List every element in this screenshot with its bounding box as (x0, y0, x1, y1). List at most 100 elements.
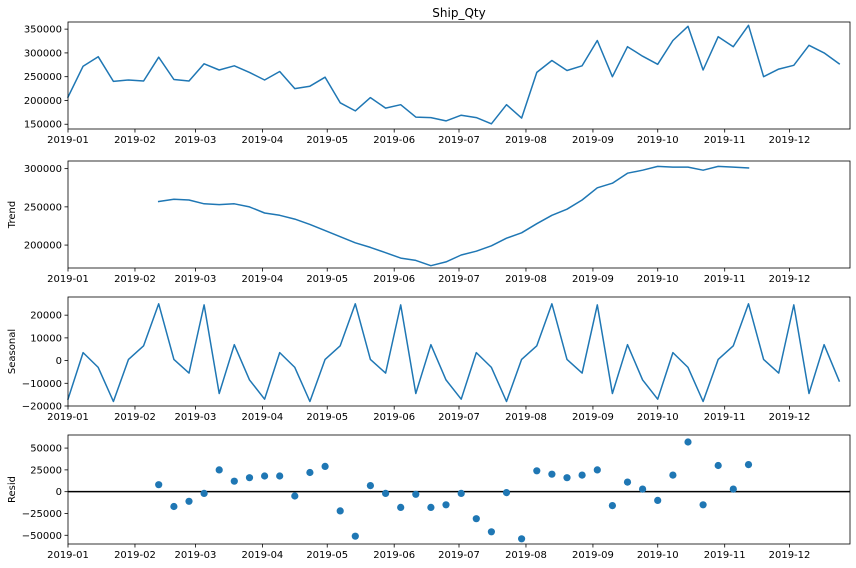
seasonal-xtick-label: 2019-03 (175, 412, 217, 423)
resid-point (230, 477, 238, 485)
seasonal-xtick-label: 2019-07 (438, 412, 480, 423)
resid-point (185, 497, 193, 505)
resid-point (351, 532, 359, 540)
trend-xtick-label: 2019-07 (438, 274, 480, 285)
resid-point (699, 501, 707, 509)
trend-xtick-label: 2019-04 (242, 274, 284, 285)
seasonal-xtick-label: 2019-05 (306, 412, 348, 423)
resid-point (533, 467, 541, 475)
seasonal-xtick-label: 2019-02 (114, 412, 156, 423)
resid-ytick-label: 50000 (30, 444, 62, 455)
resid-point (744, 461, 753, 469)
resid-point (321, 462, 329, 470)
resid-point (170, 502, 178, 511)
resid-point (215, 466, 223, 474)
trend-xtick-label: 2019-10 (637, 274, 679, 285)
ship-qty-axes-frame (67, 21, 851, 130)
resid-point (291, 492, 299, 500)
resid-point (200, 489, 208, 497)
trend-series-line (157, 165, 750, 267)
resid-point (261, 472, 269, 480)
ship-qty-xtick-label: 2019-03 (175, 135, 217, 146)
resid-point (518, 535, 526, 543)
resid-xtick-label: 2019-04 (242, 550, 284, 561)
seasonal-axis-title: Seasonal (7, 329, 18, 374)
resid-point (397, 503, 405, 511)
resid-xtick-label: 2019-05 (306, 550, 348, 561)
trend-xtick-label: 2019-12 (769, 274, 811, 285)
seasonal-xtick-label: 2019-09 (572, 412, 614, 423)
resid-xtick-label: 2019-08 (505, 550, 547, 561)
seasonal-ytick-label: 10000 (30, 333, 62, 344)
ship-qty-xtick-label: 2019-02 (114, 135, 156, 146)
ship-qty-series-line (66, 24, 841, 125)
resid-point (487, 528, 495, 536)
resid-point (245, 474, 254, 482)
resid-point (714, 461, 722, 470)
resid-xtick-label: 2019-09 (572, 550, 614, 561)
resid-xtick-label: 2019-10 (637, 550, 679, 561)
trend-xtick-label: 2019-03 (175, 274, 217, 285)
seasonal-ytick-label: −20000 (22, 402, 62, 413)
trend-ytick-label: 250000 (24, 202, 62, 213)
trend-xtick-label: 2019-01 (47, 274, 89, 285)
trend-xtick-label: 2019-02 (114, 274, 156, 285)
resid-point (729, 485, 737, 493)
resid-point (412, 490, 420, 498)
ship-qty-ytick-label: 250000 (24, 72, 62, 83)
ship-qty-xtick-label: 2019-10 (637, 135, 679, 146)
resid-point (563, 474, 571, 482)
resid-point (336, 507, 344, 515)
trend-axes-frame (67, 160, 851, 269)
ship-qty-panel: 150000 200000 250000 300000 350000 2019-01 201… (24, 21, 851, 146)
resid-axis-title: Resid (7, 476, 18, 503)
resid-point (654, 496, 662, 504)
seasonal-xtick-label: 2019-06 (373, 412, 415, 423)
ship-qty-xtick-label: 2019-01 (47, 135, 89, 146)
resid-ytick-label: −50000 (22, 531, 62, 542)
trend-xtick-label: 2019-11 (704, 274, 746, 285)
ship-qty-ytick-label: 150000 (24, 120, 62, 131)
resid-xtick-label: 2019-02 (114, 550, 156, 561)
resid-point (608, 502, 617, 510)
seasonal-xtick-label: 2019-01 (47, 412, 89, 423)
resid-xtick-label: 2019-07 (438, 550, 480, 561)
ship-qty-xtick-label: 2019-08 (505, 135, 547, 146)
seasonal-xtick-label: 2019-04 (242, 412, 284, 423)
seasonal-series-line (67, 303, 841, 403)
ship-qty-xtick-label: 2019-06 (373, 135, 415, 146)
seasonal-axes-frame (67, 296, 851, 407)
seasonal-xtick-label: 2019-12 (769, 412, 811, 423)
ship-qty-xtick-label: 2019-11 (704, 135, 746, 146)
ship-qty-xtick-label: 2019-05 (306, 135, 348, 146)
resid-point (442, 501, 450, 509)
resid-point (593, 466, 601, 474)
resid-xtick-label: 2019-11 (704, 550, 746, 561)
seasonal-ytick-label: 20000 (30, 311, 62, 322)
ship-qty-ytick-label: 350000 (24, 25, 62, 36)
resid-axes-frame (67, 434, 851, 545)
resid-point (457, 489, 465, 497)
trend-ytick-label: 300000 (24, 164, 62, 175)
trend-ytick-label: 200000 (24, 241, 62, 252)
resid-point (472, 515, 480, 523)
resid-point (578, 471, 586, 479)
trend-xtick-label: 2019-05 (306, 274, 348, 285)
resid-point (669, 471, 677, 479)
resid-point (427, 503, 435, 511)
trend-panel: 200000 250000 300000 2019-01 2019-02 2019-03 2… (7, 160, 851, 285)
ship-qty-xtick-label: 2019-09 (572, 135, 614, 146)
ship-qty-ytick-label: 300000 (24, 48, 62, 59)
resid-xtick-label: 2019-03 (175, 550, 217, 561)
resid-point (276, 472, 284, 480)
ship-qty-xtick-label: 2019-04 (242, 135, 284, 146)
trend-xtick-label: 2019-09 (572, 274, 614, 285)
resid-point (684, 438, 692, 446)
resid-ytick-label: 0 (56, 487, 62, 498)
resid-point (623, 478, 632, 486)
seasonal-xtick-label: 2019-08 (505, 412, 547, 423)
trend-xtick-label: 2019-08 (505, 274, 547, 285)
seasonal-xtick-label: 2019-11 (704, 412, 746, 423)
resid-point (382, 489, 390, 497)
